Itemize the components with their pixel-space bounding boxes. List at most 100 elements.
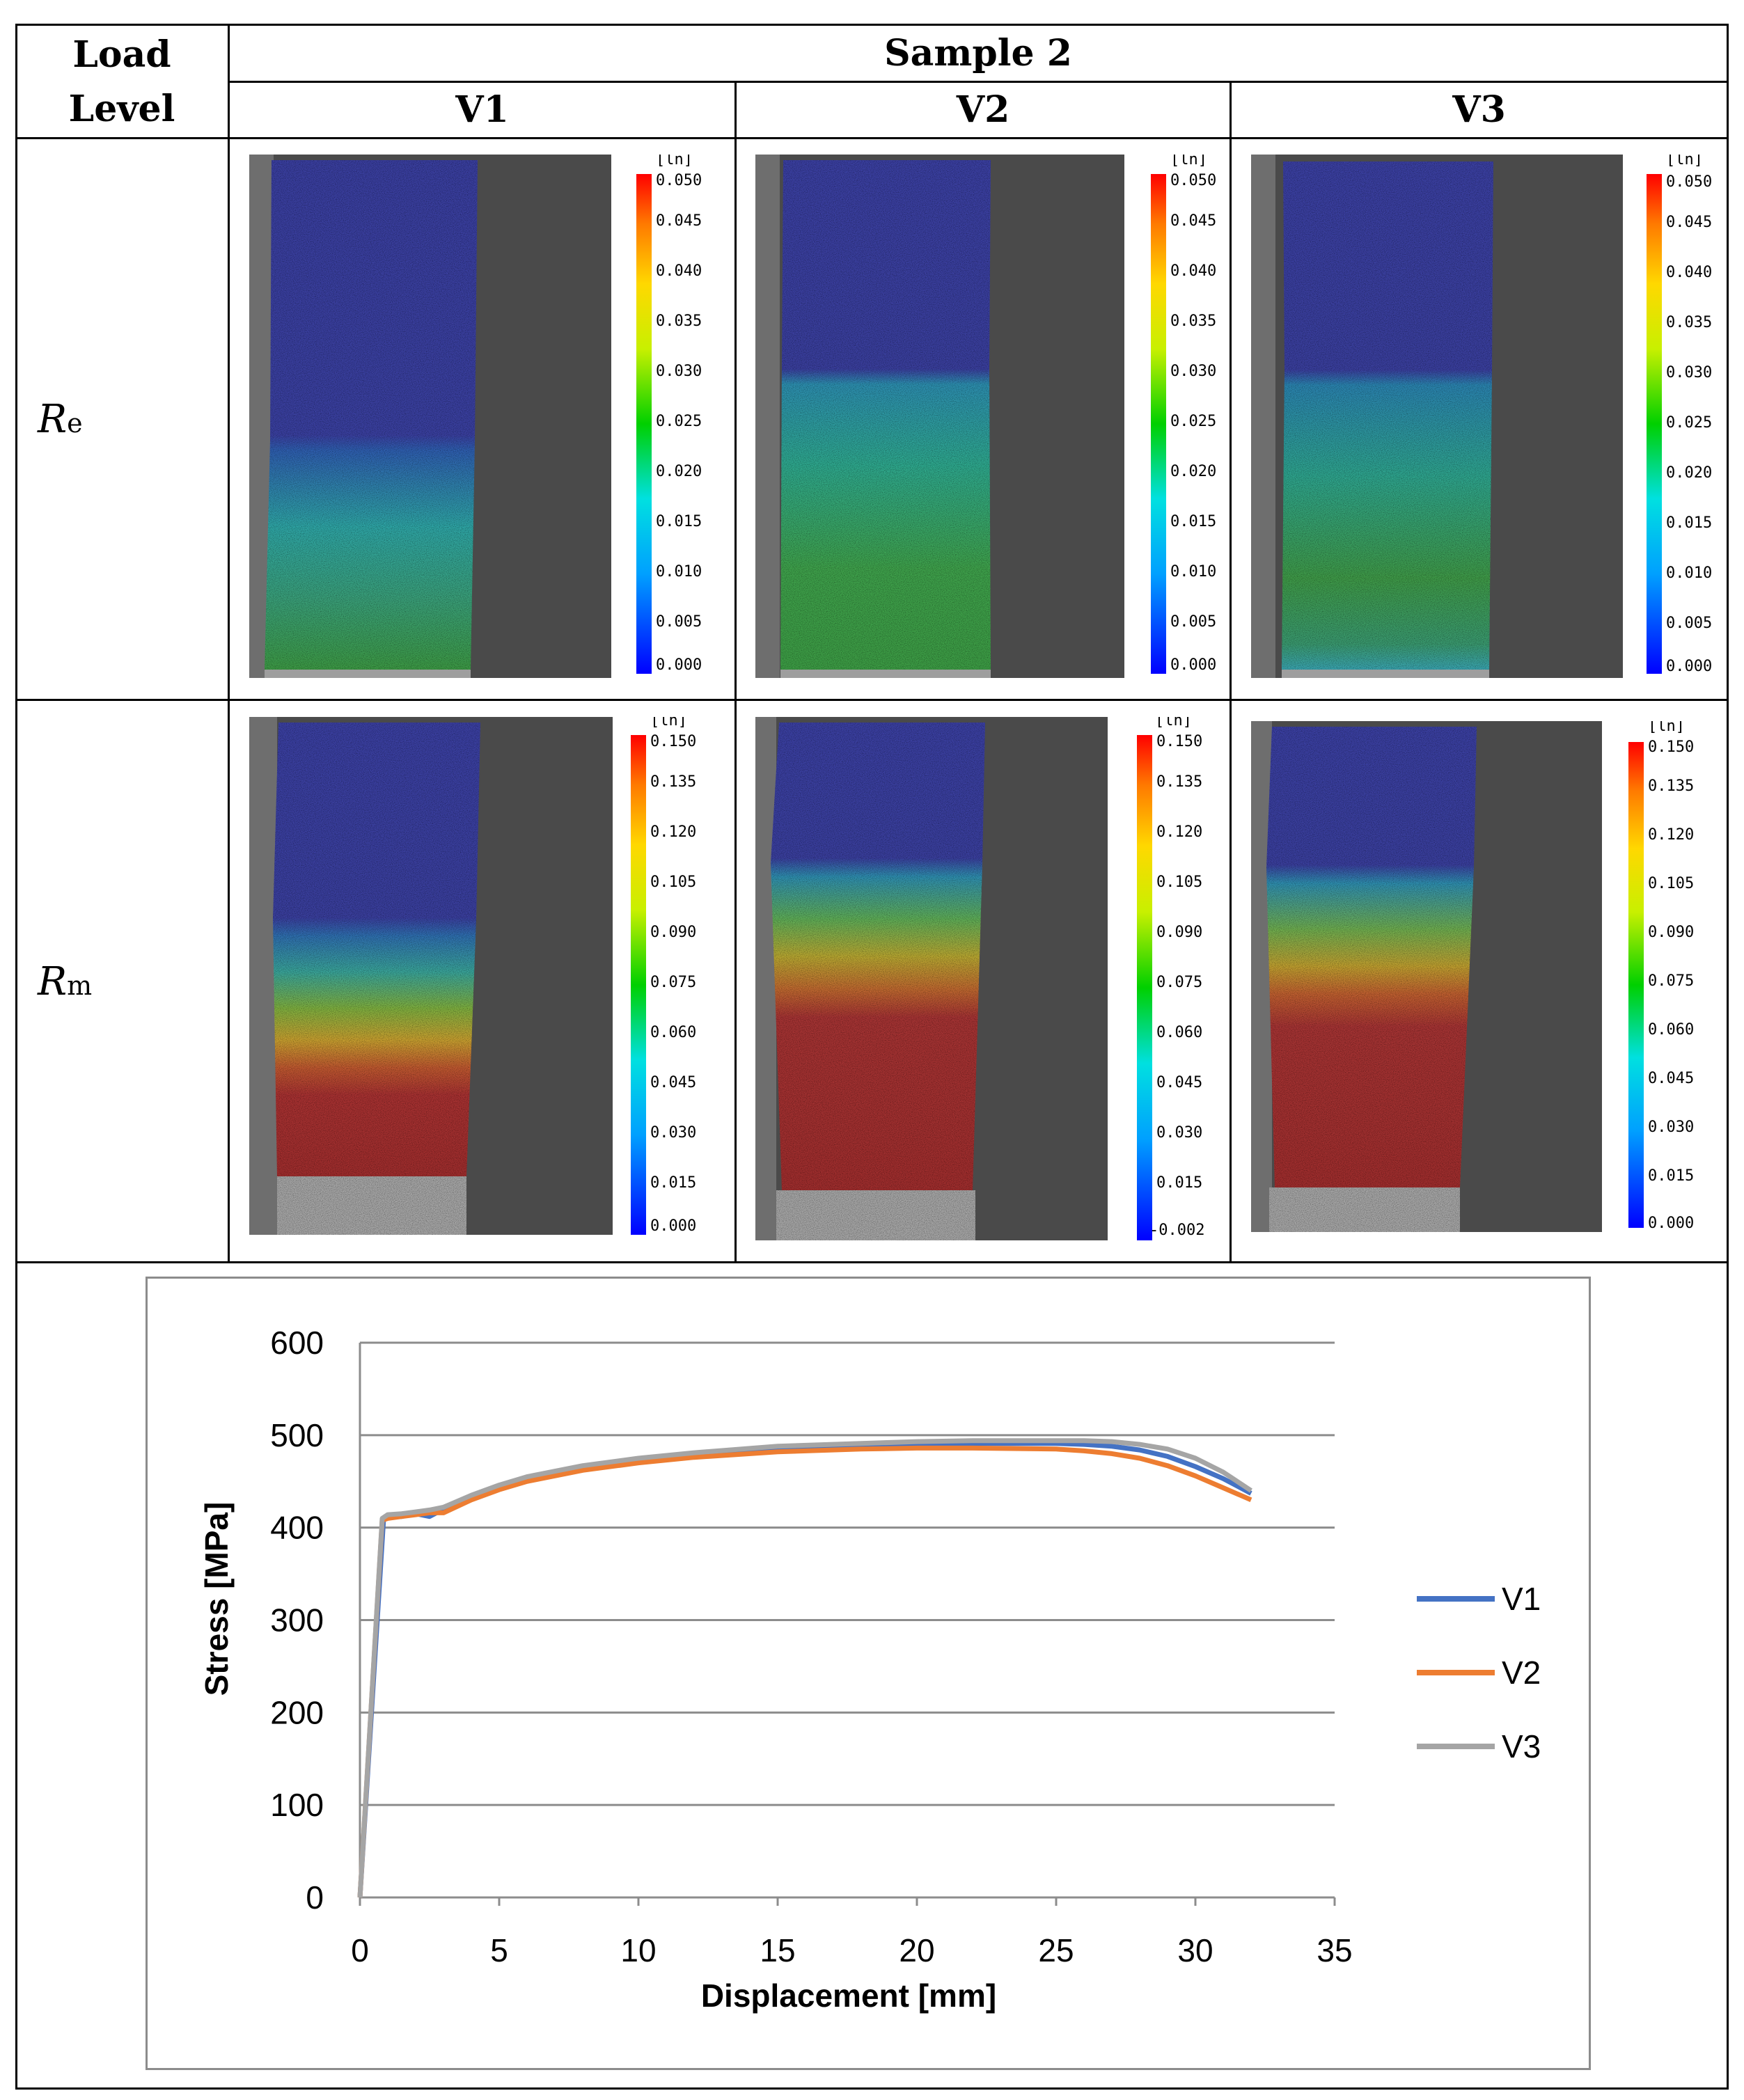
svg-text:0.120: 0.120 [650,823,696,841]
svg-text:0.020: 0.020 [1170,463,1216,480]
color-scale-bar [1628,742,1644,1228]
x-axis-label: Displacement [mm] [701,1977,996,2014]
svg-text:0.050: 0.050 [1666,173,1712,191]
svg-text:0.045: 0.045 [1156,1074,1202,1091]
svg-text:0.015: 0.015 [1648,1167,1694,1185]
svg-text:0.015: 0.015 [1156,1174,1202,1192]
table-border-top [15,24,1729,26]
x-tick-label: 0 [351,1932,369,1968]
row-rm-bottom-line [15,1261,1729,1263]
color-scale-bar [1647,174,1662,674]
row-label-re: Re [38,397,83,442]
svg-text:0.000: 0.000 [650,1217,696,1235]
row-label-re-main: R [38,397,68,442]
x-tick-label: 15 [760,1932,795,1968]
color-scale-ticks: 0.050 0.045 0.040 0.035 0.030 0.025 0.02… [1170,172,1216,674]
color-scale-ticks: 0.150 0.135 0.120 0.105 0.090 0.075 0.06… [650,733,696,1235]
svg-text:0.015: 0.015 [656,513,702,530]
column-header-v1: V1 [455,88,509,131]
y-tick-label: 100 [270,1787,324,1823]
series-line-v1 [357,1441,1252,1898]
svg-text:0.045: 0.045 [650,1074,696,1091]
svg-text:0.090: 0.090 [650,924,696,941]
table-border-right [1727,24,1729,2090]
svg-text:0.045: 0.045 [1170,212,1216,230]
svg-text:0.025: 0.025 [1666,414,1712,432]
strain-map-rm-v3: [ln] 0.150 0.135 0.120 0.105 0.090 0.075… [1251,718,1725,1260]
y-tick-label: 0 [306,1879,324,1916]
svg-text:0.035: 0.035 [1170,313,1216,330]
column-header-v2: V2 [956,88,1010,131]
scale-unit: [ln] [1666,155,1703,168]
svg-text:0.030: 0.030 [650,1124,696,1142]
svg-text:0.135: 0.135 [1156,773,1202,791]
svg-text:0.045: 0.045 [656,212,702,230]
svg-text:0.030: 0.030 [1648,1119,1694,1136]
label-column-line [228,24,230,1263]
svg-text:0.075: 0.075 [1156,974,1202,991]
series-line-v2 [357,1445,1252,1898]
y-tick-label: 600 [270,1325,324,1361]
svg-text:0.000: 0.000 [656,656,702,674]
color-scale-ticks: 0.150 0.135 0.120 0.105 0.090 0.075 0.06… [1648,739,1694,1232]
svg-text:0.010: 0.010 [656,563,702,581]
load-level-header: Load Level [68,33,175,130]
chart-series [357,1438,1252,1898]
y-axis-label: Stress [MPa] [198,1502,235,1696]
svg-text:0.020: 0.020 [1666,464,1712,482]
column-header-v3: V3 [1452,88,1506,131]
svg-text:0.005: 0.005 [1170,613,1216,631]
color-scale-bar [1151,174,1166,674]
svg-text:0.000: 0.000 [1666,658,1712,675]
color-scale-ticks: 0.050 0.045 0.040 0.035 0.030 0.025 0.02… [656,172,702,674]
strain-map-rm-v2: [ln] 0.150 0.135 0.120 0.105 0.090 0.075… [755,712,1229,1256]
scale-unit: [ln] [650,717,687,729]
x-tick-label: 30 [1177,1932,1213,1968]
svg-text:0.005: 0.005 [656,613,702,631]
sample-header: Sample 2 [884,32,1072,74]
svg-text:0.030: 0.030 [1666,364,1712,381]
legend-label-v1: V1 [1502,1581,1541,1617]
header-subrow-line [228,81,1729,83]
table-border-left [15,24,17,2090]
svg-text:0.120: 0.120 [1156,823,1202,841]
color-scale-bar [1137,735,1152,1240]
row-label-rm-sub: m [67,970,93,1001]
v1-v2-column-line [734,81,737,1263]
scale-unit: [ln] [656,155,693,168]
table-border-bottom [15,2087,1729,2090]
svg-text:0.040: 0.040 [656,262,702,280]
y-tick-label: 500 [270,1417,324,1453]
color-scale-ticks: 0.150 0.135 0.120 0.105 0.090 0.075 0.06… [1149,733,1204,1239]
svg-text:0.090: 0.090 [1156,924,1202,941]
series-line-v3 [357,1438,1252,1898]
color-scale-bar [631,735,646,1235]
svg-text:0.040: 0.040 [1170,262,1216,280]
x-tick-label: 35 [1317,1932,1352,1968]
y-tick-labels: 0 100 200 300 400 500 600 [270,1325,324,1916]
svg-text:0.015: 0.015 [1666,514,1712,532]
svg-text:0.015: 0.015 [1170,513,1216,530]
svg-text:0.015: 0.015 [650,1174,696,1192]
svg-text:0.150: 0.150 [1156,733,1202,750]
stress-displacement-chart: 0 100 200 300 400 500 600 0 5 10 15 20 25 30 35 Stres… [146,1277,1591,2070]
svg-text:0.020: 0.020 [656,463,702,480]
legend-label-v2: V2 [1502,1655,1541,1691]
chart-svg: 0 100 200 300 400 500 600 0 5 10 15 20 25 30 35 Stres… [198,1325,1541,2014]
row-label-rm: Rm [38,959,92,1004]
svg-text:0.060: 0.060 [650,1024,696,1041]
svg-text:0.010: 0.010 [1666,565,1712,582]
svg-text:0.025: 0.025 [656,413,702,430]
svg-text:0.060: 0.060 [1156,1024,1202,1041]
svg-text:0.135: 0.135 [1648,777,1694,795]
svg-text:0.150: 0.150 [1648,739,1694,756]
chart-legend: V1 V2 V3 [1417,1581,1541,1765]
x-tick-label: 25 [1038,1932,1074,1968]
scale-unit: [ln] [1648,721,1685,735]
row-re-bottom-line [15,699,1729,701]
chart-gridlines [359,1341,1336,1906]
svg-text:-0.002: -0.002 [1149,1222,1204,1239]
scale-unit: [ln] [1155,717,1192,729]
svg-text:0.105: 0.105 [1156,874,1202,891]
x-tick-labels: 0 5 10 15 20 25 30 35 [351,1932,1352,1968]
